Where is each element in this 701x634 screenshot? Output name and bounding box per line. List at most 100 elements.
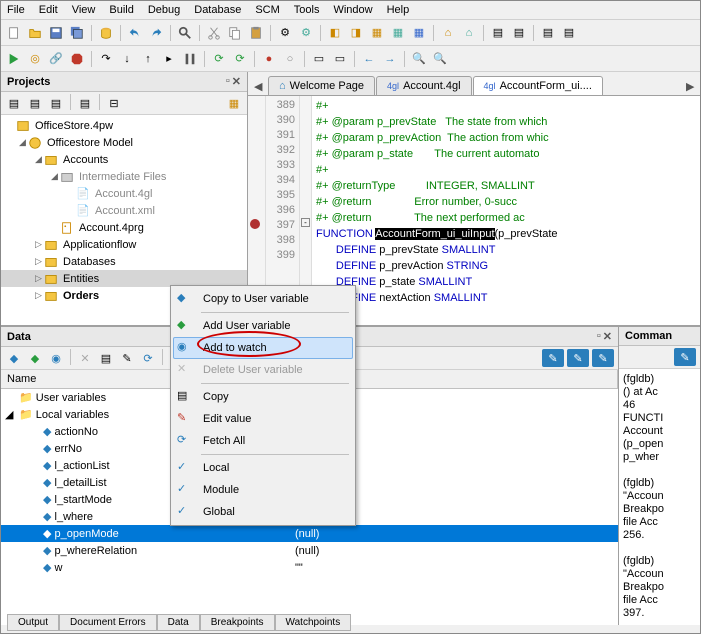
data-row-w[interactable]: ◆ w"" xyxy=(1,559,618,576)
rec2-icon[interactable]: ○ xyxy=(281,50,299,68)
step-over-icon[interactable]: ↷ xyxy=(97,50,115,68)
tab-accform[interactable]: 4glAccountForm_ui.... xyxy=(473,76,603,95)
tree-model[interactable]: ◢Officestore Model xyxy=(1,134,247,151)
ctx-fetch[interactable]: ⟳Fetch All xyxy=(173,430,353,452)
ctx-module[interactable]: ✓Module xyxy=(173,479,353,501)
pause-icon[interactable] xyxy=(181,50,199,68)
btab-output[interactable]: Output xyxy=(7,614,59,631)
stop-icon[interactable] xyxy=(68,50,86,68)
debug-target-icon[interactable]: ◎ xyxy=(26,50,44,68)
data-var-icon[interactable]: ◆ xyxy=(5,349,23,367)
save-all-icon[interactable] xyxy=(68,24,86,42)
open-folder-icon[interactable] xyxy=(26,24,44,42)
data-edit-icon[interactable]: ✎ xyxy=(118,349,136,367)
menu-edit[interactable]: Edit xyxy=(39,4,58,16)
menu-scm[interactable]: SCM xyxy=(255,4,279,16)
data-row-openMode[interactable]: ◆ p_openMode(null) xyxy=(1,525,618,542)
rec-icon[interactable]: ● xyxy=(260,50,278,68)
menu-tools[interactable]: Tools xyxy=(294,4,320,16)
new-file-icon[interactable] xyxy=(5,24,23,42)
refresh-icon[interactable]: ⟳ xyxy=(210,50,228,68)
proj-btn3-icon[interactable]: ▤ xyxy=(47,94,65,112)
btab-docerr[interactable]: Document Errors xyxy=(59,614,157,631)
box1-icon[interactable]: ◧ xyxy=(326,24,344,42)
redo-icon[interactable] xyxy=(147,24,165,42)
continue-icon[interactable]: ▸ xyxy=(160,50,178,68)
win-icon[interactable]: ▭ xyxy=(310,50,328,68)
ctx-edit-val[interactable]: ✎Edit value xyxy=(173,408,353,430)
tree-acc4gl[interactable]: 📄Account.4gl xyxy=(1,185,247,202)
proj-collapse-icon[interactable]: ⊟ xyxy=(105,94,123,112)
data-action1-icon[interactable]: ✎ xyxy=(542,349,564,367)
proj-btn4-icon[interactable]: ▤ xyxy=(76,94,94,112)
data-action3-icon[interactable]: ✎ xyxy=(592,349,614,367)
tab-fwd-icon[interactable]: ▶ xyxy=(684,78,700,95)
zoom-in-icon[interactable]: 🔍 xyxy=(410,50,428,68)
search-icon[interactable] xyxy=(176,24,194,42)
copy-icon[interactable] xyxy=(226,24,244,42)
proj-sync-icon[interactable]: ▦ xyxy=(225,94,243,112)
cyl-icon[interactable]: ⌂ xyxy=(439,24,457,42)
tree-intermediate[interactable]: ◢Intermediate Files xyxy=(1,168,247,185)
win2-icon[interactable]: ▭ xyxy=(331,50,349,68)
menu-window[interactable]: Window xyxy=(333,4,372,16)
box5-icon[interactable]: ▦ xyxy=(410,24,428,42)
data-copy-icon[interactable]: ▤ xyxy=(97,349,115,367)
data-float-icon[interactable]: ▫ xyxy=(597,330,601,343)
undo-icon[interactable] xyxy=(126,24,144,42)
data-close-icon[interactable]: ✕ xyxy=(603,330,612,343)
box2-icon[interactable]: ◨ xyxy=(347,24,365,42)
data-refresh-icon[interactable]: ⟳ xyxy=(139,349,157,367)
btab-data[interactable]: Data xyxy=(157,614,200,631)
nav-back-icon[interactable]: ← xyxy=(360,50,378,68)
ctx-copy-user[interactable]: ◆Copy to User variable xyxy=(173,288,353,310)
proj-btn2-icon[interactable]: ▤ xyxy=(26,94,44,112)
step-into-icon[interactable]: ↓ xyxy=(118,50,136,68)
tab-welcome[interactable]: ⌂Welcome Page xyxy=(268,76,375,95)
proj-btn1-icon[interactable]: ▤ xyxy=(5,94,23,112)
menu-database[interactable]: Database xyxy=(194,4,241,16)
ctx-copy[interactable]: ▤Copy xyxy=(173,386,353,408)
code-content[interactable]: #+ #+ @param p_prevState The state from … xyxy=(312,96,700,325)
refresh2-icon[interactable]: ⟳ xyxy=(231,50,249,68)
tree-accounts[interactable]: ◢Accounts xyxy=(1,151,247,168)
ctx-add-watch[interactable]: ◉Add to watch xyxy=(173,337,353,359)
db-icon[interactable] xyxy=(97,24,115,42)
nav-fwd-icon[interactable]: → xyxy=(381,50,399,68)
run-icon[interactable] xyxy=(5,50,23,68)
btab-breakpoints[interactable]: Breakpoints xyxy=(200,614,275,631)
panel-float-icon[interactable]: ▫ xyxy=(226,75,230,88)
tree-accxml[interactable]: 📄Account.xml xyxy=(1,202,247,219)
cut-icon[interactable] xyxy=(205,24,223,42)
tree-appflow[interactable]: ▷Applicationflow xyxy=(1,236,247,253)
form-icon[interactable]: ▤ xyxy=(489,24,507,42)
menu-help[interactable]: Help xyxy=(387,4,410,16)
cyl2-icon[interactable]: ⌂ xyxy=(460,24,478,42)
step-out-icon[interactable]: ↑ xyxy=(139,50,157,68)
ctx-global[interactable]: ✓Global xyxy=(173,501,353,523)
btab-watchpoints[interactable]: Watchpoints xyxy=(275,614,352,631)
data-del-icon[interactable]: ✕ xyxy=(76,349,94,367)
tree-accprg[interactable]: Account.4prg xyxy=(1,219,247,236)
box3-icon[interactable]: ▦ xyxy=(368,24,386,42)
data-row-whereRel[interactable]: ◆ p_whereRelation(null) xyxy=(1,542,618,559)
tree-dbs[interactable]: ▷Databases xyxy=(1,253,247,270)
gear-green-icon[interactable]: ⚙ xyxy=(297,24,315,42)
attach-icon[interactable]: 🔗 xyxy=(47,50,65,68)
tree-icon[interactable]: ▤ xyxy=(539,24,557,42)
menu-debug[interactable]: Debug xyxy=(148,4,180,16)
tree2-icon[interactable]: ▤ xyxy=(560,24,578,42)
tab-acc4gl[interactable]: 4glAccount.4gl xyxy=(376,76,472,95)
panel-close-icon[interactable]: ✕ xyxy=(232,75,241,88)
data-watch-icon[interactable]: ◉ xyxy=(47,349,65,367)
data-add-icon[interactable]: ◆ xyxy=(26,349,44,367)
ctx-local[interactable]: ✓Local xyxy=(173,457,353,479)
menu-build[interactable]: Build xyxy=(109,4,133,16)
tab-back-icon[interactable]: ◀ xyxy=(252,78,268,95)
build-icon[interactable]: ⚙ xyxy=(276,24,294,42)
cmd-edit-icon[interactable]: ✎ xyxy=(674,348,696,366)
menu-file[interactable]: File xyxy=(7,4,25,16)
form2-icon[interactable]: ▤ xyxy=(510,24,528,42)
zoom-out-icon[interactable]: 🔍 xyxy=(431,50,449,68)
data-action2-icon[interactable]: ✎ xyxy=(567,349,589,367)
